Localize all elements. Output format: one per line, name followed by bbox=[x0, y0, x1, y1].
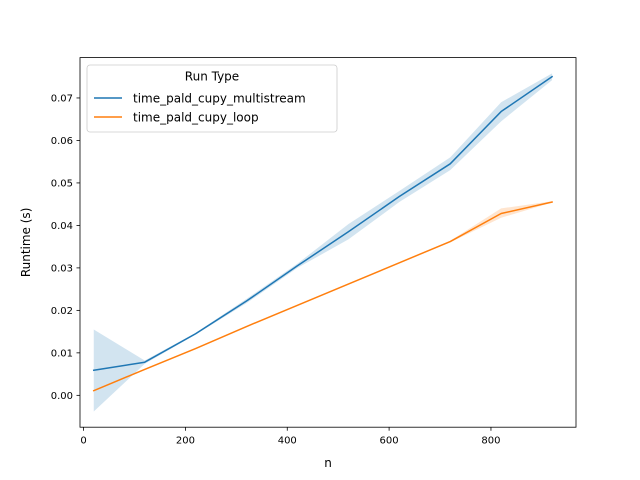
legend-entry-loop: time_pald_cupy_loop bbox=[133, 111, 259, 125]
y-tick-label: 0.03 bbox=[51, 263, 73, 274]
y-tick-label: 0.05 bbox=[51, 179, 73, 190]
y-axis-label: Runtime (s) bbox=[19, 208, 33, 278]
confidence-bands bbox=[93, 73, 553, 412]
y-tick-label: 0.07 bbox=[51, 94, 73, 105]
x-tick-label: 600 bbox=[380, 436, 399, 447]
x-tick-label: 200 bbox=[176, 436, 195, 447]
plot-frame bbox=[79, 57, 577, 428]
x-axis-label: n bbox=[324, 456, 332, 470]
series-line-time-pald-cupy-multistream bbox=[92, 75, 554, 372]
x-tick-label: 400 bbox=[278, 436, 297, 447]
legend-box bbox=[86, 64, 338, 133]
legend: Run Type time_pald_cupy_multistream time… bbox=[86, 64, 338, 133]
legend-title: Run Type bbox=[185, 70, 239, 84]
series-lines bbox=[92, 75, 554, 392]
y-tick-label: 0.04 bbox=[51, 221, 73, 232]
y-tick-label: 0.00 bbox=[51, 391, 73, 402]
x-tick-label: 0 bbox=[80, 436, 86, 447]
y-tick-label: 0.06 bbox=[51, 136, 73, 147]
x-tick-label: 800 bbox=[481, 436, 500, 447]
y-tick-label: 0.01 bbox=[51, 348, 73, 359]
y-tick-label: 0.02 bbox=[51, 306, 73, 317]
ci-band-time-pald-cupy-multistream bbox=[93, 73, 553, 412]
x-axis-ticks: 0 200 400 600 800 bbox=[80, 427, 501, 447]
y-axis-ticks: 0.00 0.01 0.02 0.03 0.04 0.05 0.06 0.07 bbox=[51, 94, 80, 402]
series-line-time-pald-cupy-loop bbox=[92, 201, 553, 392]
legend-entry-multistream: time_pald_cupy_multistream bbox=[133, 92, 306, 106]
